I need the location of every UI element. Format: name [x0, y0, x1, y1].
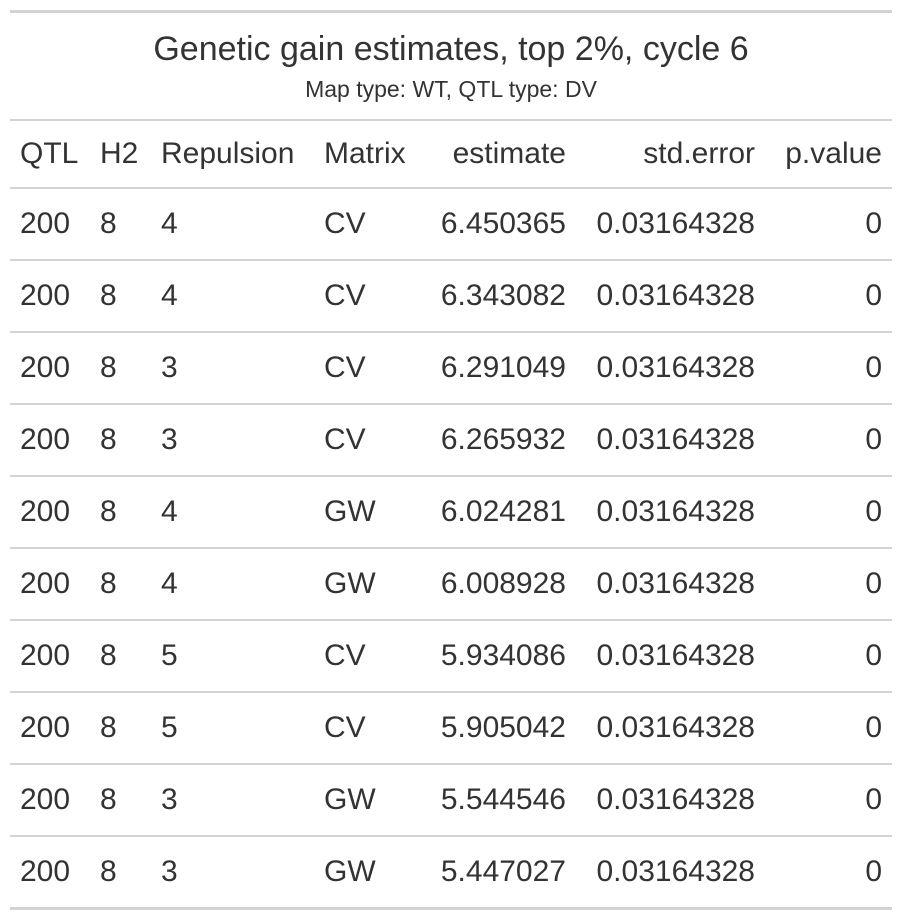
cell-p-value: 0 — [865, 207, 882, 240]
cell-qtl: 200 — [10, 331, 90, 404]
table-row: 200 8 4 GW 6.008928 0.03164328 0 — [10, 547, 892, 620]
cell-qtl: 200 — [10, 619, 90, 692]
table-row: 200 8 5 CV 5.905042 0.03164328 0 — [10, 691, 892, 764]
cell-repulsion: 3 — [151, 763, 314, 836]
cell-matrix: CV — [314, 331, 421, 404]
cell-std-error: 0.03164328 — [576, 691, 765, 764]
cell-std-error: 0.03164328 — [576, 547, 765, 620]
cell-repulsion: 5 — [151, 619, 314, 692]
cell-repulsion: 4 — [151, 475, 314, 548]
genetic-gain-table: Genetic gain estimates, top 2%, cycle 6 … — [10, 10, 892, 910]
cell-repulsion: 3 — [151, 403, 314, 476]
cell-p-value: 0 — [765, 403, 892, 476]
cell-matrix: CV — [314, 259, 421, 332]
cell-matrix: GW — [314, 475, 421, 548]
data-table: QTL H2 Repulsion Matrix estimate std.error p.v… — [10, 121, 892, 907]
cell-estimate: 5.544546 — [421, 763, 576, 836]
cell-matrix: CV — [314, 691, 421, 764]
cell-repulsion: 4 — [151, 259, 314, 332]
table-row: 200 8 4 CV 6.343082 0.03164328 0 — [10, 259, 892, 332]
cell-matrix: CV — [314, 619, 421, 692]
cell-h2: 8 — [100, 207, 117, 240]
cell-qtl: 200 — [20, 207, 71, 240]
cell-matrix: GW — [314, 835, 421, 907]
cell-qtl: 200 — [10, 547, 90, 620]
header-row: QTL H2 Repulsion Matrix estimate std.error p.v… — [10, 121, 892, 189]
table-row: 200 8 3 CV 6.291049 0.03164328 0 — [10, 331, 892, 404]
cell-h2: 8 — [90, 331, 151, 404]
column-header-std-error: std.error — [576, 121, 765, 189]
cell-matrix: CV — [314, 403, 421, 476]
cell-qtl: 200 — [10, 259, 90, 332]
cell-std-error: 0.03164328 — [576, 763, 765, 836]
cell-std-error: 0.03164328 — [576, 331, 765, 404]
cell-h2: 8 — [90, 259, 151, 332]
table-row: 200 8 4 GW 6.024281 0.03164328 0 — [10, 475, 892, 548]
cell-repulsion: 4 — [151, 547, 314, 620]
cell-estimate: 5.905042 — [421, 691, 576, 764]
table-row: 200 8 3 GW 5.447027 0.03164328 0 — [10, 835, 892, 907]
column-header-qtl: QTL — [10, 121, 90, 189]
column-header-h2: H2 — [90, 121, 151, 189]
cell-h2: 8 — [90, 547, 151, 620]
cell-h2: 8 — [90, 403, 151, 476]
column-header-repulsion: Repulsion — [151, 121, 314, 189]
column-header-matrix: Matrix — [314, 121, 421, 189]
cell-p-value: 0 — [765, 835, 892, 907]
cell-p-value: 0 — [765, 691, 892, 764]
cell-h2: 8 — [90, 475, 151, 548]
cell-p-value: 0 — [765, 331, 892, 404]
cell-qtl: 200 — [10, 691, 90, 764]
table-body: 200 8 4 CV 6.450365 0.03164328 0 200 8 4 CV 6.34308… — [10, 188, 892, 907]
cell-h2: 8 — [90, 619, 151, 692]
cell-estimate: 5.447027 — [421, 835, 576, 907]
cell-h2: 8 — [90, 763, 151, 836]
table-row: 200 8 4 CV 6.450365 0.03164328 0 — [10, 188, 892, 260]
cell-std-error: 0.03164328 — [576, 619, 765, 692]
cell-p-value: 0 — [765, 619, 892, 692]
column-header-estimate: estimate — [421, 121, 576, 189]
cell-matrix: GW — [314, 547, 421, 620]
cell-estimate: 6.450365 — [440, 207, 566, 240]
table-row: 200 8 3 GW 5.544546 0.03164328 0 — [10, 763, 892, 836]
cell-std-error: 0.03164328 — [576, 835, 765, 907]
table-subtitle: Map type: WT, QTL type: DV — [305, 76, 597, 102]
cell-std-error: 0.03164328 — [596, 207, 756, 240]
cell-estimate: 6.024281 — [421, 475, 576, 548]
table-title: Genetic gain estimates, top 2%, cycle 6 — [153, 30, 749, 68]
cell-p-value: 0 — [765, 547, 892, 620]
cell-h2: 8 — [90, 835, 151, 907]
cell-p-value: 0 — [765, 475, 892, 548]
cell-repulsion: 3 — [151, 331, 314, 404]
cell-repulsion: 4 — [161, 207, 178, 240]
cell-estimate: 6.008928 — [421, 547, 576, 620]
cell-std-error: 0.03164328 — [576, 403, 765, 476]
cell-estimate: 5.934086 — [421, 619, 576, 692]
cell-h2: 8 — [90, 691, 151, 764]
cell-matrix: CV — [324, 207, 366, 240]
cell-repulsion: 3 — [151, 835, 314, 907]
column-header-p-value: p.value — [765, 121, 892, 189]
cell-qtl: 200 — [10, 835, 90, 907]
cell-qtl: 200 — [10, 763, 90, 836]
cell-std-error: 0.03164328 — [576, 259, 765, 332]
cell-estimate: 6.291049 — [421, 331, 576, 404]
cell-matrix: GW — [314, 763, 421, 836]
cell-repulsion: 5 — [151, 691, 314, 764]
cell-qtl: 200 — [10, 475, 90, 548]
table-row: 200 8 5 CV 5.934086 0.03164328 0 — [10, 619, 892, 692]
cell-p-value: 0 — [765, 763, 892, 836]
table-row: 200 8 3 CV 6.265932 0.03164328 0 — [10, 403, 892, 476]
cell-std-error: 0.03164328 — [576, 475, 765, 548]
table-heading: Genetic gain estimates, top 2%, cycle 6 … — [10, 13, 892, 121]
cell-estimate: 6.265932 — [421, 403, 576, 476]
cell-p-value: 0 — [765, 259, 892, 332]
cell-qtl: 200 — [10, 403, 90, 476]
cell-estimate: 6.343082 — [421, 259, 576, 332]
